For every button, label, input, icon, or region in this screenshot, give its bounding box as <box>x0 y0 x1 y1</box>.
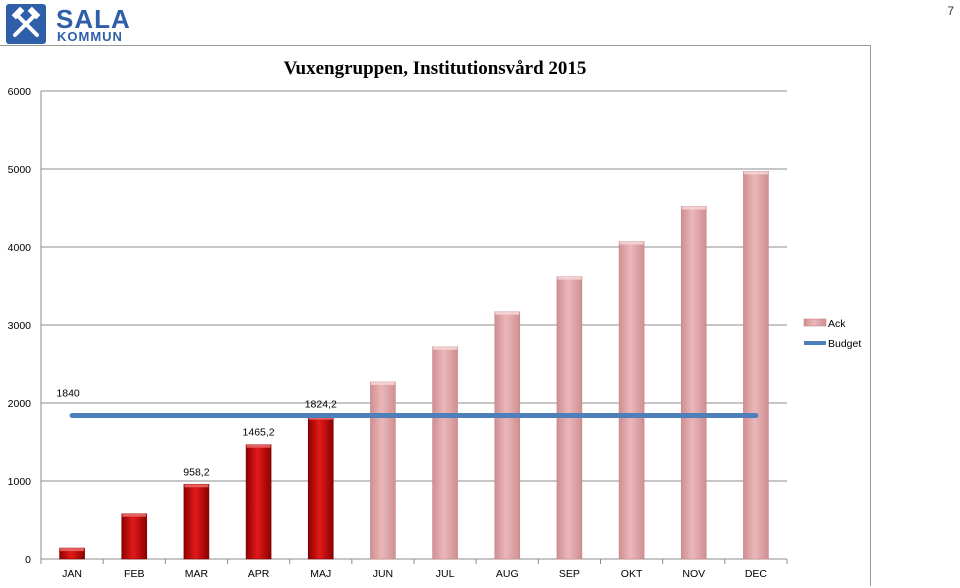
y-tick-label: 1000 <box>8 476 32 488</box>
bar-ack-cap <box>743 171 768 175</box>
y-tick-label: 5000 <box>8 164 32 176</box>
bar-ack <box>680 206 707 560</box>
bar-ack <box>618 241 645 560</box>
bar-ack <box>494 311 521 560</box>
x-tick-label: AUG <box>496 568 519 580</box>
bar-ack <box>245 444 272 560</box>
x-tick-label: FEB <box>124 568 144 580</box>
legend-label-budget: Budget <box>828 338 861 350</box>
x-tick-label: NOV <box>682 568 705 580</box>
page-number: 7 <box>947 4 954 18</box>
bar-ack-cap <box>308 416 333 420</box>
bar-ack-cap <box>619 241 644 245</box>
logo-name: SALA <box>56 4 131 34</box>
bar-ack <box>183 483 210 560</box>
bar-ack-cap <box>184 484 209 488</box>
data-label: 958,2 <box>183 466 209 478</box>
bar-ack-cap <box>495 311 520 315</box>
x-tick-label: JUL <box>436 568 455 580</box>
x-tick-label: DEC <box>745 568 768 580</box>
bar-ack <box>307 416 334 560</box>
x-tick-label: MAR <box>185 568 209 580</box>
y-tick-label: 4000 <box>8 242 32 254</box>
bar-ack-cap <box>246 444 271 448</box>
bar-ack-cap <box>60 548 85 552</box>
sala-kommun-logo: SALA KOMMUN <box>6 4 130 46</box>
chart-frame <box>0 45 871 586</box>
legend-label-ack: Ack <box>828 318 846 330</box>
y-tick-label: 6000 <box>8 86 32 98</box>
bar-ack <box>432 346 458 560</box>
y-tick-label: 0 <box>25 554 31 566</box>
hammer-logo-icon <box>6 4 46 44</box>
y-tick-label: 2000 <box>8 398 32 410</box>
y-tick-label: 3000 <box>8 320 32 332</box>
bar-ack-cap <box>433 346 458 350</box>
data-label: 1465,2 <box>243 427 275 439</box>
data-label: 1840 <box>56 387 80 399</box>
bar-ack-cap <box>681 206 706 210</box>
bar-ack-cap <box>557 276 582 280</box>
bar-ack <box>370 381 396 560</box>
x-tick-label: JUN <box>373 568 393 580</box>
x-tick-label: JAN <box>62 568 82 580</box>
data-label: 1824,2 <box>305 399 337 411</box>
bar-ack <box>121 513 148 560</box>
x-tick-label: APR <box>248 568 270 580</box>
legend-swatch-ack <box>803 318 827 327</box>
bar-ack-cap <box>370 381 395 385</box>
chart-title: Vuxengruppen, Institutionsvård 2015 <box>284 58 587 79</box>
x-tick-label: MAJ <box>310 568 331 580</box>
x-tick-label: SEP <box>559 568 580 580</box>
x-tick-label: OKT <box>621 568 643 580</box>
bar-ack-cap <box>122 513 147 517</box>
logo-subname: KOMMUN <box>57 29 123 44</box>
bar-ack <box>743 171 769 560</box>
